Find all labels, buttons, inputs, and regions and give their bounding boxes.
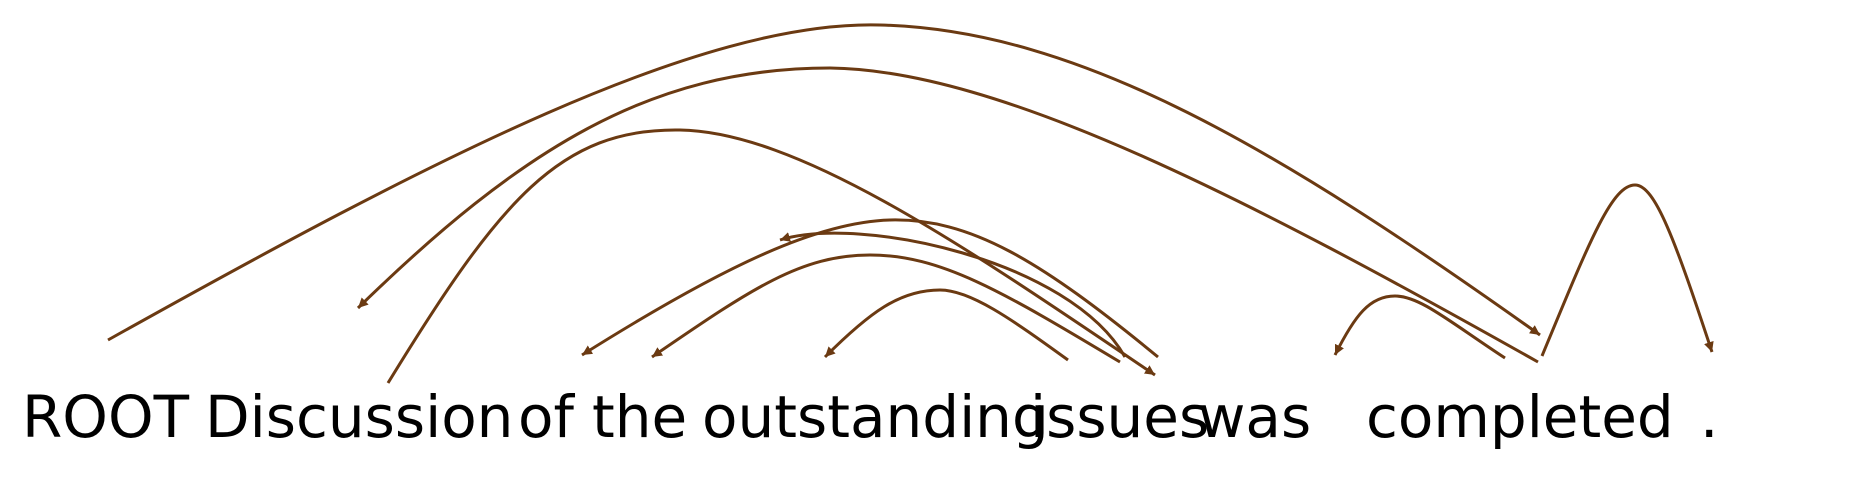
- token-outstanding: outstanding: [702, 383, 1049, 451]
- arc-issues-of: [581, 218, 1159, 359]
- token-of: of: [518, 383, 575, 451]
- token-was: was: [1198, 383, 1311, 451]
- arc-completed-discussion: [356, 66, 1539, 364]
- arc-outstanding-issues: [779, 231, 1127, 358]
- sentence-tokens: ROOT Discussion of the outstanding issue…: [22, 383, 1718, 451]
- token-completed: completed: [1366, 383, 1674, 451]
- arc-root-completed: [107, 23, 1541, 342]
- dependency-arcs: [107, 23, 1714, 384]
- token-discussion: Discussion: [205, 383, 513, 451]
- token-issues: issues: [1030, 383, 1209, 451]
- token-root: ROOT: [22, 383, 190, 451]
- arc-discussion-issues: [386, 128, 1156, 384]
- arc-issues-outstanding: [823, 288, 1069, 362]
- token-period: .: [1700, 383, 1718, 451]
- arc-completed-was: [1333, 294, 1506, 360]
- arc-completed-period: [1540, 183, 1714, 357]
- arc-issues-the: [651, 253, 1121, 364]
- token-the: the: [592, 383, 687, 451]
